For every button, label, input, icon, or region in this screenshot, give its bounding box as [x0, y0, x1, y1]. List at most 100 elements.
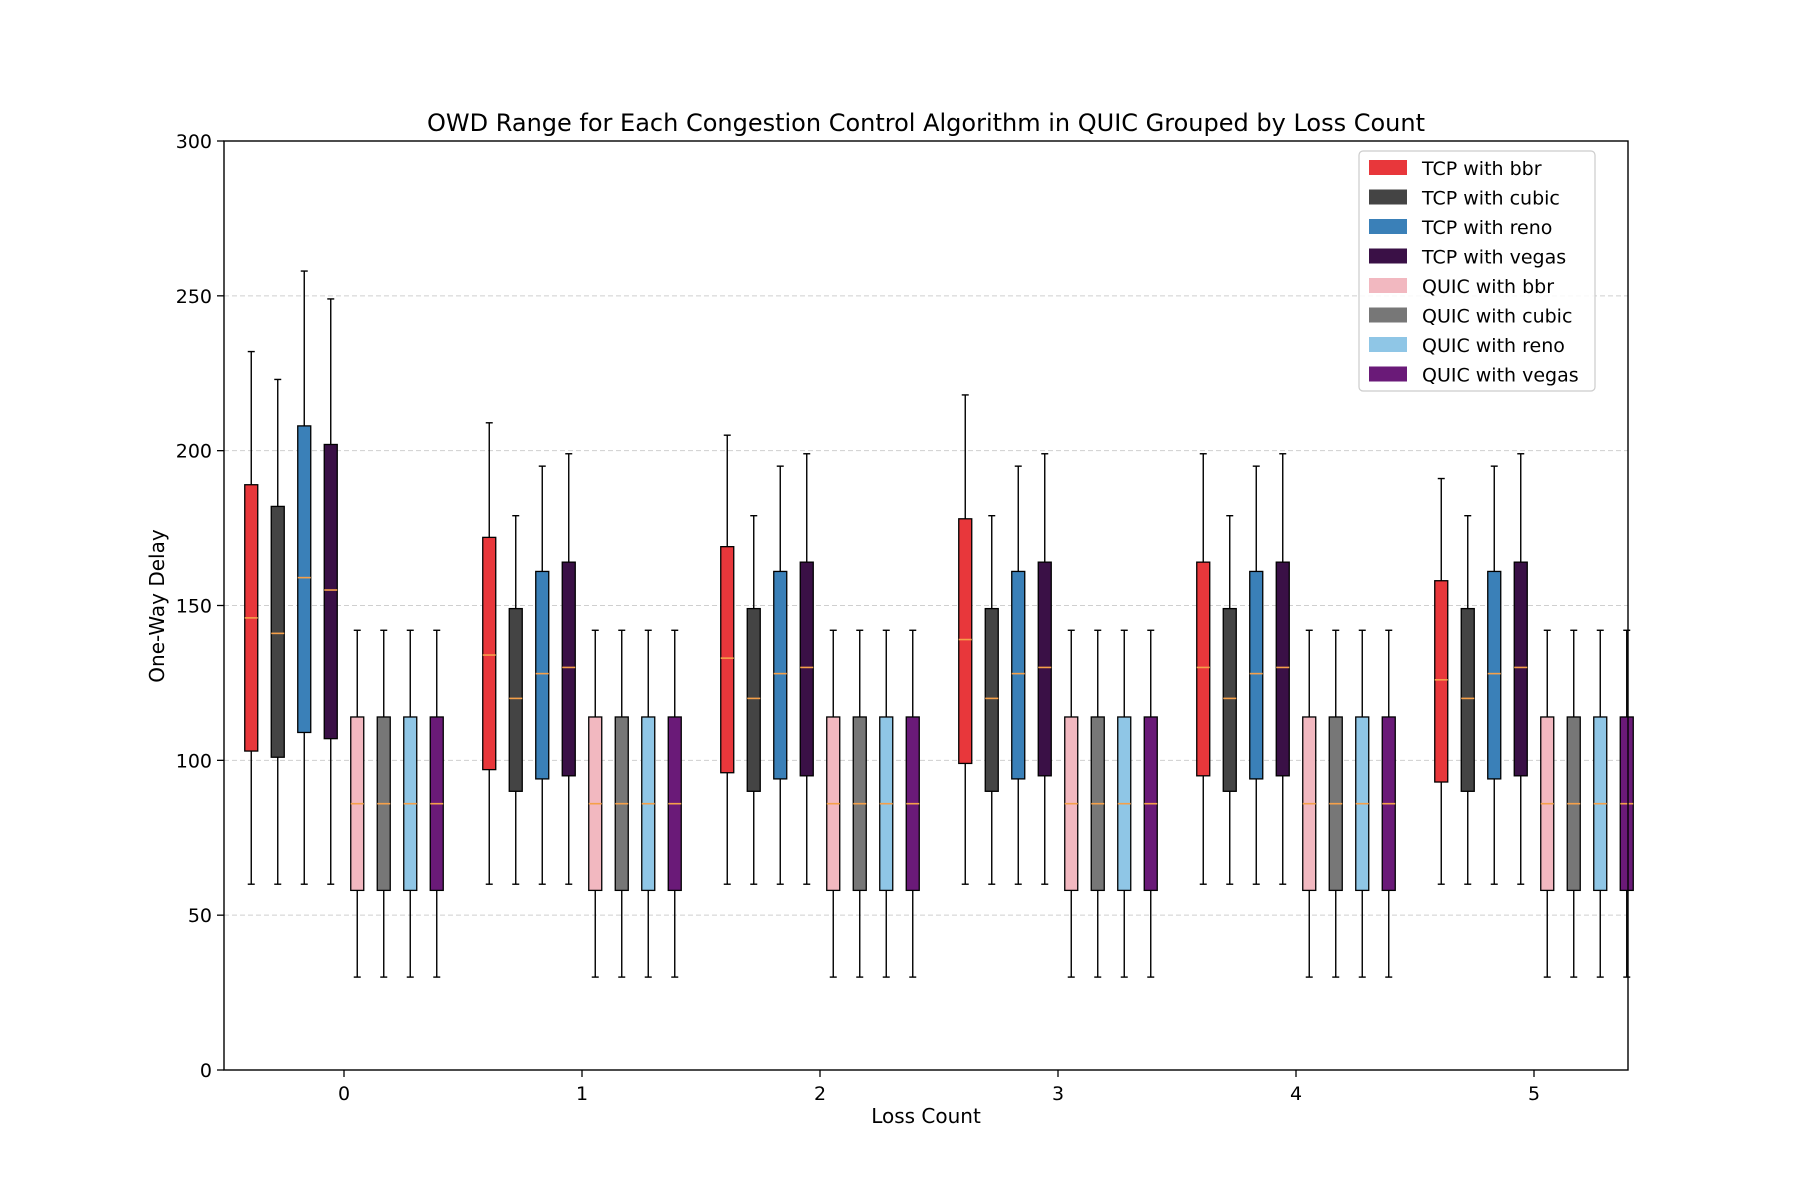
box-quic-with-vegas-loss-5	[1619, 629, 1634, 978]
box-quic-with-cubic-loss-4	[1328, 629, 1343, 978]
iqr-box	[1011, 570, 1026, 780]
x-tick-label: 2	[814, 1083, 826, 1105]
iqr-box	[720, 546, 735, 774]
box-tcp-with-cubic-loss-4	[1222, 514, 1237, 885]
iqr-box	[1222, 607, 1237, 792]
legend-label: QUIC with bbr	[1422, 276, 1554, 298]
box-quic-with-vegas-loss-1	[667, 629, 682, 978]
box-quic-with-reno-loss-2	[879, 629, 894, 978]
legend-label: TCP with bbr	[1421, 158, 1542, 180]
iqr-box	[746, 607, 761, 792]
box-tcp-with-vegas-loss-0	[323, 298, 338, 885]
iqr-box	[297, 425, 312, 734]
box-tcp-with-reno-loss-1	[535, 465, 550, 885]
legend-label: TCP with cubic	[1421, 188, 1560, 210]
box-tcp-with-vegas-loss-5	[1513, 453, 1528, 885]
legend-item: TCP with bbr	[1369, 158, 1542, 180]
iqr-box	[984, 607, 999, 792]
legend-item: QUIC with cubic	[1369, 306, 1572, 328]
x-tick-label: 3	[1052, 1083, 1064, 1105]
iqr-box	[508, 607, 523, 792]
legend-item: TCP with reno	[1369, 217, 1552, 239]
iqr-box	[1275, 561, 1290, 777]
box-quic-with-reno-loss-4	[1355, 629, 1370, 978]
box-quic-with-cubic-loss-5	[1566, 629, 1581, 978]
legend-label: QUIC with cubic	[1422, 306, 1572, 328]
chart-title: OWD Range for Each Congestion Control Al…	[427, 109, 1425, 137]
box-tcp-with-bbr-loss-2	[720, 434, 735, 885]
box-tcp-with-reno-loss-5	[1487, 465, 1502, 885]
box-tcp-with-cubic-loss-0	[270, 378, 285, 885]
legend-frame	[1358, 150, 1596, 392]
box-quic-with-reno-loss-5	[1593, 629, 1608, 978]
iqr-box	[535, 570, 550, 780]
legend-swatch	[1369, 189, 1407, 205]
box-tcp-with-bbr-loss-0	[244, 350, 259, 885]
legend-item: QUIC with bbr	[1369, 276, 1554, 298]
box-quic-with-cubic-loss-3	[1090, 629, 1105, 978]
legend-swatch	[1369, 307, 1407, 323]
box-quic-with-reno-loss-3	[1117, 629, 1132, 978]
box-tcp-with-cubic-loss-3	[984, 514, 999, 885]
box-quic-with-reno-loss-0	[403, 629, 418, 978]
legend-item: TCP with cubic	[1369, 188, 1560, 210]
legend-label: QUIC with reno	[1422, 335, 1565, 357]
box-tcp-with-vegas-loss-2	[799, 453, 814, 885]
iqr-box	[1249, 570, 1264, 780]
legend-item: QUIC with vegas	[1369, 365, 1579, 387]
iqr-box	[561, 561, 576, 777]
box-tcp-with-vegas-loss-4	[1275, 453, 1290, 885]
box-tcp-with-reno-loss-4	[1249, 465, 1264, 885]
box-tcp-with-cubic-loss-1	[508, 514, 523, 885]
y-tick-label: 200	[176, 441, 212, 463]
box-quic-with-vegas-loss-3	[1143, 629, 1158, 978]
legend-item: QUIC with reno	[1369, 335, 1565, 357]
iqr-box	[1487, 570, 1502, 780]
box-tcp-with-bbr-loss-5	[1434, 477, 1449, 885]
iqr-box	[958, 518, 973, 765]
y-axis-label: One-Way Delay	[145, 529, 169, 683]
legend: TCP with bbr TCP with cubic TCP with reno T…	[1358, 150, 1596, 392]
box-tcp-with-reno-loss-2	[773, 465, 788, 885]
legend-swatch	[1369, 366, 1407, 382]
iqr-box	[1460, 607, 1475, 792]
y-tick-label: 100	[176, 750, 212, 772]
box-quic-with-bbr-loss-4	[1302, 629, 1317, 978]
iqr-box	[482, 536, 497, 771]
box-layer	[244, 270, 1634, 978]
iqr-box	[1037, 561, 1052, 777]
x-tick-label: 1	[576, 1083, 588, 1105]
x-tick-label: 5	[1528, 1083, 1540, 1105]
box-quic-with-bbr-loss-0	[350, 629, 365, 978]
legend-label: QUIC with vegas	[1422, 365, 1579, 387]
legend-item: TCP with vegas	[1369, 247, 1566, 269]
box-tcp-with-bbr-loss-4	[1196, 453, 1211, 885]
y-tick-label: 150	[176, 596, 212, 618]
box-quic-with-cubic-loss-1	[614, 629, 629, 978]
box-quic-with-reno-loss-1	[641, 629, 656, 978]
iqr-box	[799, 561, 814, 777]
legend-label: TCP with vegas	[1421, 247, 1566, 269]
box-tcp-with-bbr-loss-1	[482, 422, 497, 885]
box-tcp-with-vegas-loss-3	[1037, 453, 1052, 885]
box-quic-with-vegas-loss-2	[905, 629, 920, 978]
legend-swatch	[1369, 278, 1407, 293]
legend-swatch	[1369, 248, 1407, 264]
legend-label: TCP with reno	[1421, 217, 1552, 239]
iqr-box	[1434, 580, 1449, 783]
box-tcp-with-cubic-loss-5	[1460, 514, 1475, 885]
box-tcp-with-vegas-loss-1	[561, 453, 576, 885]
box-quic-with-vegas-loss-4	[1381, 629, 1396, 978]
y-tick-label: 300	[176, 131, 212, 153]
iqr-box	[270, 505, 285, 758]
y-tick-label: 50	[188, 905, 212, 927]
box-quic-with-bbr-loss-5	[1540, 629, 1555, 978]
y-tick-label: 0	[200, 1060, 212, 1082]
box-quic-with-vegas-loss-0	[429, 629, 444, 978]
axis-ticks: 0 50 100 150 200 250 300 0 1 2 3 4 5	[176, 131, 1540, 1105]
box-tcp-with-reno-loss-0	[297, 270, 312, 885]
iqr-box	[1513, 561, 1528, 777]
box-quic-with-bbr-loss-3	[1064, 629, 1079, 978]
iqr-box	[323, 443, 338, 740]
